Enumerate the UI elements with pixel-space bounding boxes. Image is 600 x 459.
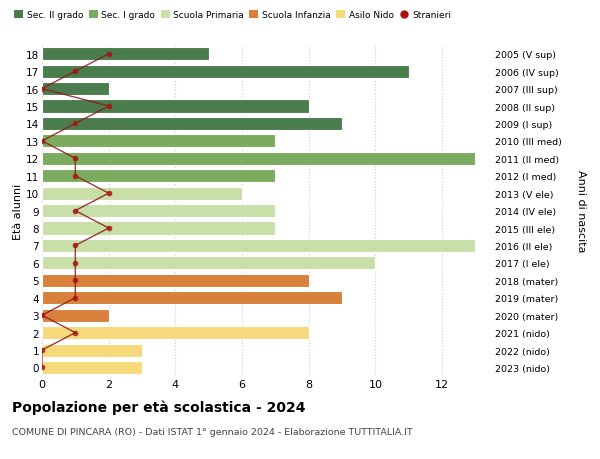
Bar xyxy=(42,240,475,252)
Bar xyxy=(42,257,376,270)
Bar xyxy=(42,83,109,96)
Bar xyxy=(42,135,275,148)
Bar xyxy=(42,274,308,287)
Bar xyxy=(42,100,308,113)
Bar xyxy=(42,291,342,305)
Bar xyxy=(42,326,308,339)
Y-axis label: Età alunni: Età alunni xyxy=(13,183,23,239)
Bar xyxy=(42,152,475,166)
Bar xyxy=(42,118,342,131)
Y-axis label: Anni di nascita: Anni di nascita xyxy=(575,170,586,252)
Bar xyxy=(42,309,109,322)
Bar xyxy=(42,222,275,235)
Bar xyxy=(42,48,209,61)
Text: Popolazione per età scolastica - 2024: Popolazione per età scolastica - 2024 xyxy=(12,399,305,414)
Bar xyxy=(42,205,275,218)
Bar xyxy=(42,170,275,183)
Bar xyxy=(42,361,142,374)
Text: COMUNE DI PINCARA (RO) - Dati ISTAT 1° gennaio 2024 - Elaborazione TUTTITALIA.IT: COMUNE DI PINCARA (RO) - Dati ISTAT 1° g… xyxy=(12,427,413,436)
Bar xyxy=(42,66,409,78)
Bar xyxy=(42,187,242,200)
Legend: Sec. II grado, Sec. I grado, Scuola Primaria, Scuola Infanzia, Asilo Nido, Stran: Sec. II grado, Sec. I grado, Scuola Prim… xyxy=(11,7,455,23)
Bar xyxy=(42,344,142,357)
